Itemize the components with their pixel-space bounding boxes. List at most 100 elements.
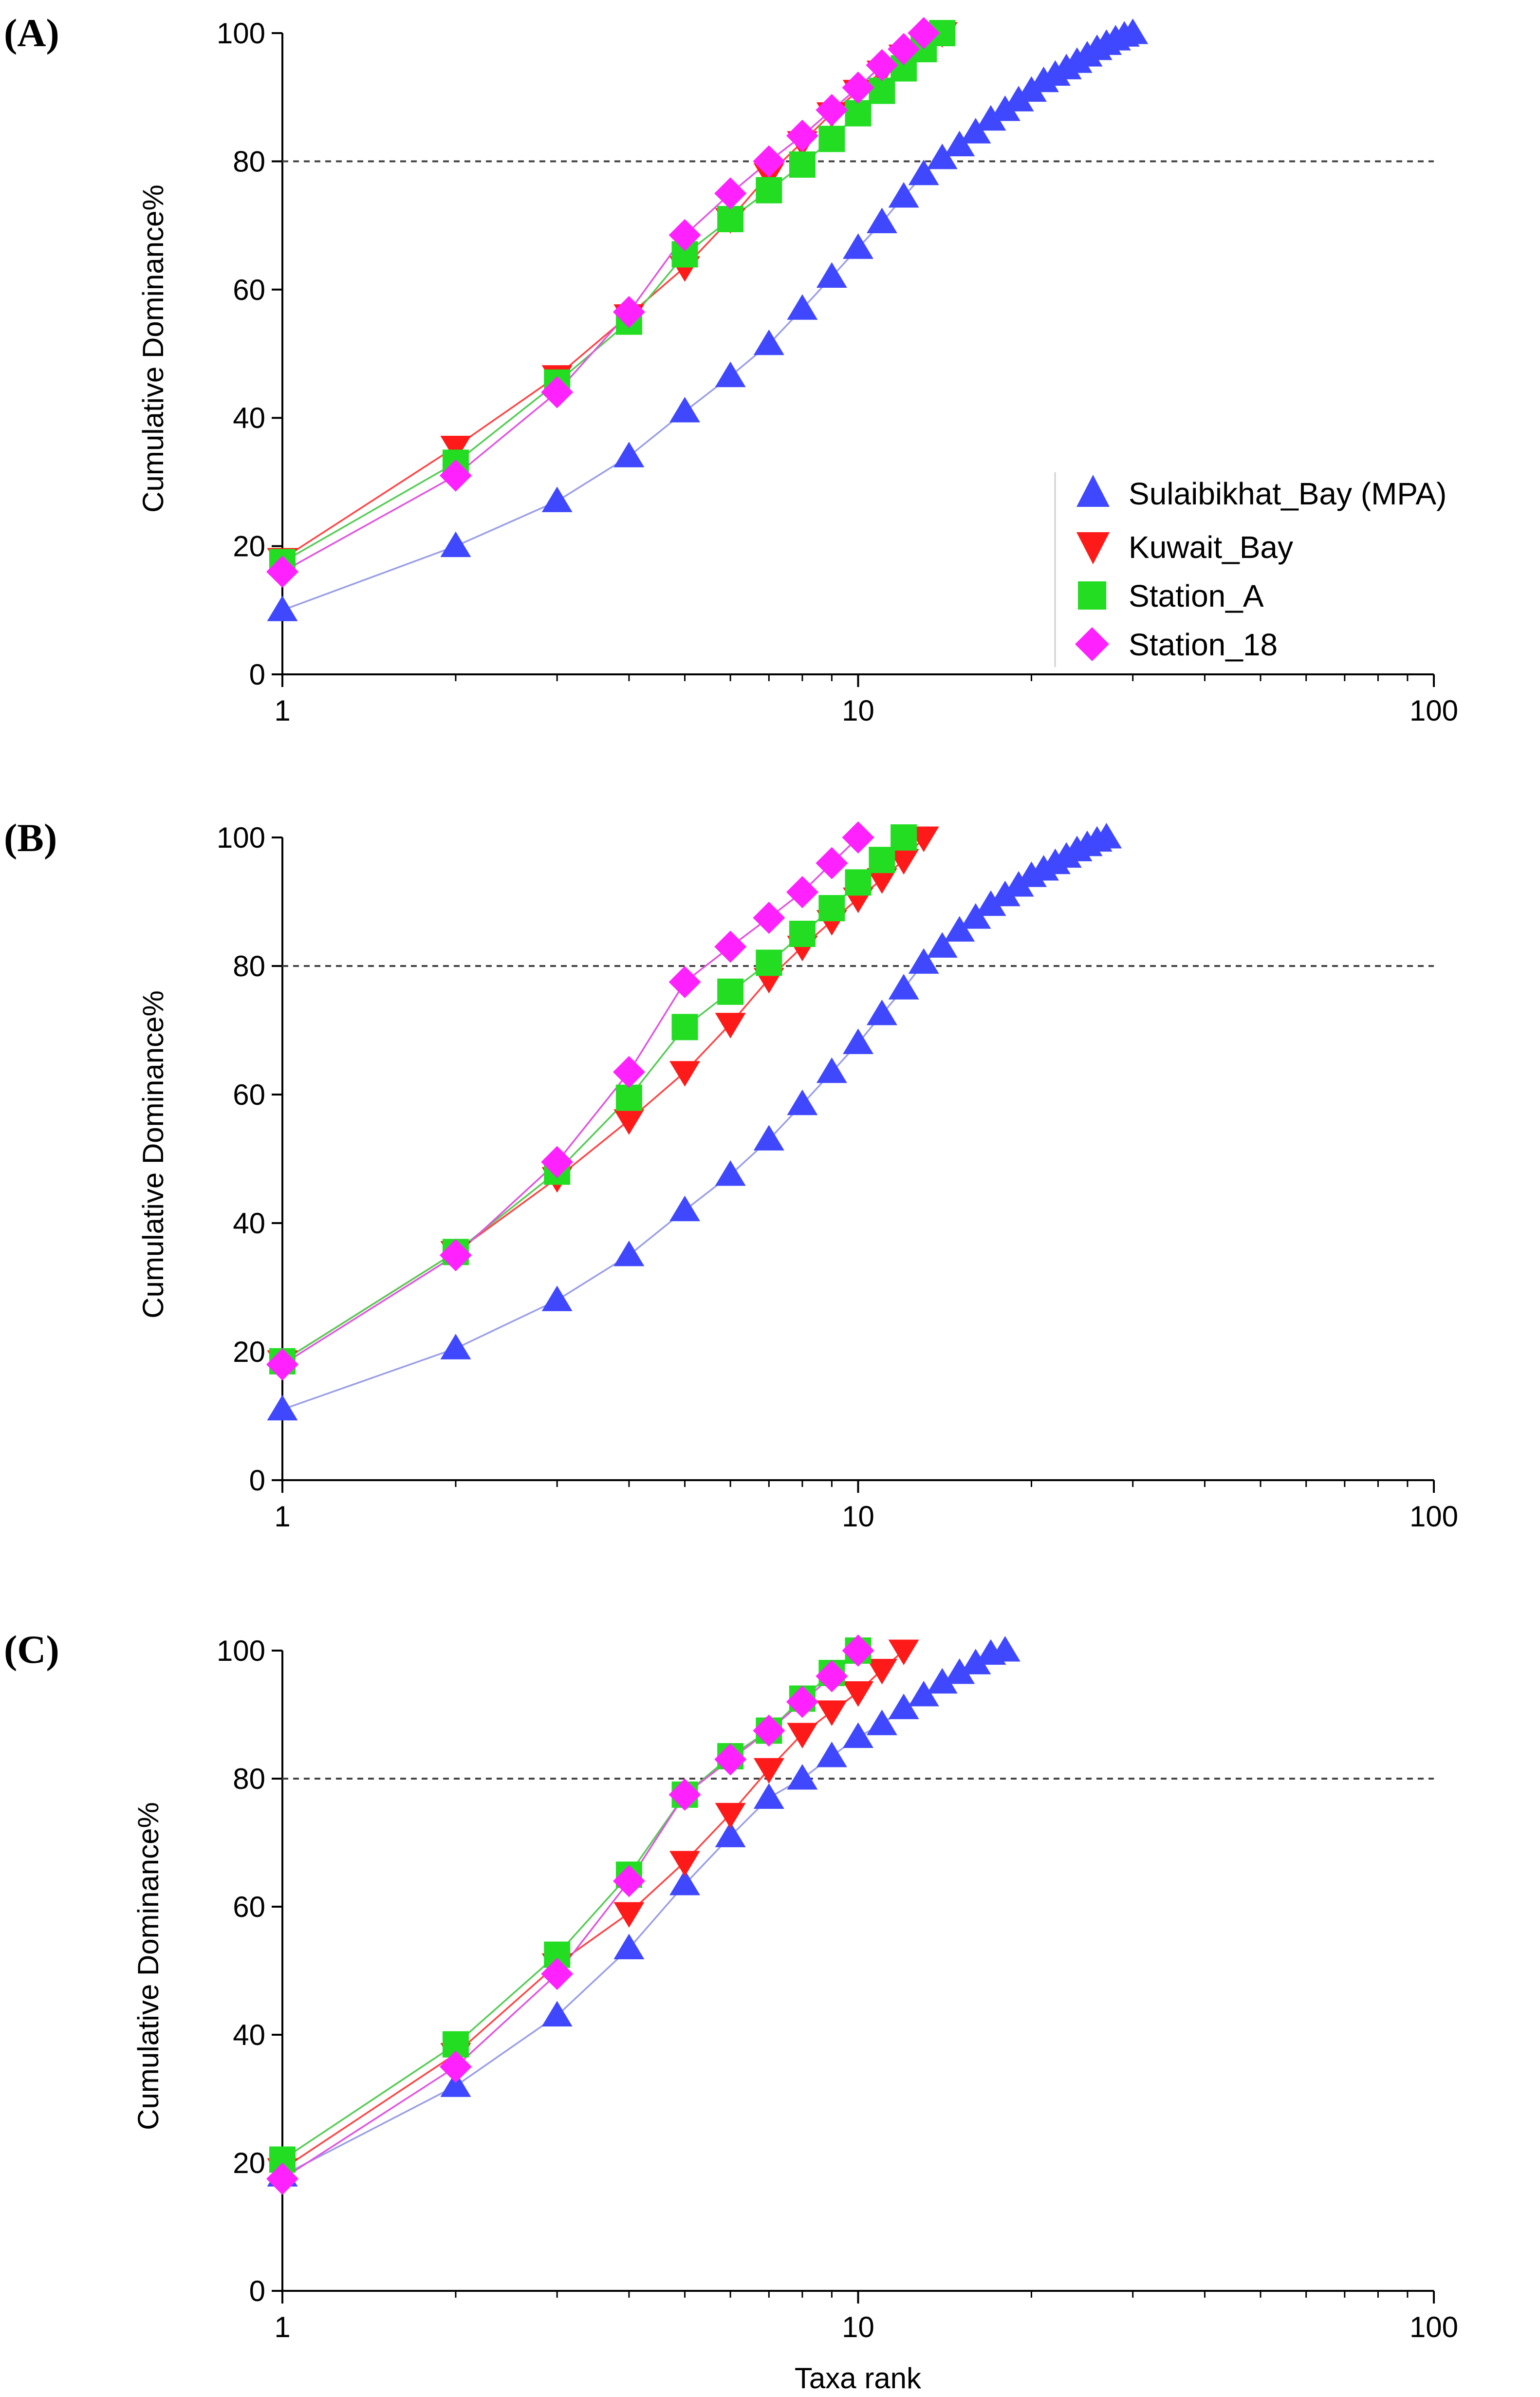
panel-label: (B) — [4, 816, 57, 860]
diamond-marker — [842, 821, 874, 854]
triangle-up-marker — [960, 1649, 991, 1674]
triangle-up-marker — [960, 118, 991, 144]
legend-entry-sulaibikhat: Sulaibikhat_Bay (MPA) — [1076, 475, 1447, 511]
triangle-up-marker — [715, 1821, 746, 1847]
y-tick-label: 100 — [217, 17, 265, 50]
panel-label: (A) — [4, 11, 59, 55]
y-tick-label: 80 — [233, 1763, 265, 1795]
square-marker — [845, 100, 872, 127]
series-markers — [266, 821, 1122, 1421]
diamond-marker — [439, 2050, 472, 2083]
x-tick-label: 1 — [274, 1500, 290, 1533]
diamond-marker — [753, 902, 785, 934]
triangle-up-marker — [787, 1764, 818, 1790]
y-tick-label: 60 — [233, 1891, 265, 1923]
triangle-up-marker — [816, 1741, 847, 1767]
square-marker — [845, 869, 872, 896]
diamond-marker — [842, 1635, 874, 1667]
diamond-marker — [888, 33, 920, 65]
y-tick-label: 40 — [233, 402, 265, 434]
diamond-marker — [541, 1146, 574, 1178]
axes: 0 20 40 60 80 100 1 10 100 — [217, 1635, 1458, 2343]
legend-triangle-up-icon — [1076, 475, 1110, 507]
triangle-up-marker — [944, 916, 975, 942]
x-tick-label: 100 — [1410, 694, 1458, 727]
series-markers — [266, 17, 1149, 621]
triangle-up-marker — [927, 932, 958, 958]
triangle-up-marker — [888, 974, 919, 1000]
diamond-marker — [753, 145, 785, 178]
y-tick-label: 20 — [233, 1336, 265, 1368]
panel-label: (C) — [4, 1627, 59, 1672]
square-marker — [671, 1014, 698, 1041]
diamond-marker — [668, 966, 701, 998]
y-tick-label: 20 — [233, 530, 265, 563]
triangle-down-marker — [613, 1902, 645, 1928]
triangle-up-marker — [669, 397, 701, 423]
triangle-up-marker — [787, 1089, 818, 1115]
diamond-marker — [266, 1348, 298, 1381]
triangle-down-marker — [866, 1658, 897, 1685]
legend-entry-station-a: Station_A — [1078, 578, 1264, 613]
diamond-marker — [842, 71, 874, 104]
x-tick-label: 1 — [274, 694, 290, 727]
triangle-up-marker — [989, 1636, 1020, 1662]
triangle-up-marker — [613, 442, 645, 467]
triangle-up-marker — [267, 1394, 298, 1421]
triangle-up-marker — [989, 95, 1020, 121]
triangle-down-marker — [753, 1758, 784, 1784]
triangle-down-marker — [816, 1700, 847, 1726]
legend-entry-kuwait-bay: Kuwait_Bay — [1076, 530, 1293, 565]
diamond-marker — [714, 177, 747, 210]
legend-label: Station_18 — [1129, 627, 1278, 662]
triangle-up-marker — [787, 294, 818, 320]
y-tick-label: 60 — [233, 1078, 265, 1111]
diamond-marker — [612, 1056, 645, 1088]
x-tick-label: 100 — [1410, 1500, 1458, 1533]
triangle-down-marker — [613, 1109, 645, 1135]
diamond-marker — [908, 17, 940, 49]
triangle-up-marker — [1028, 855, 1059, 881]
triangle-down-marker — [715, 1013, 746, 1039]
triangle-up-marker — [866, 207, 897, 234]
triangle-up-marker — [541, 2001, 573, 2027]
y-axis-title: Cumulative Dominance% — [132, 1802, 165, 2130]
panel-b: (B) Cumulative Dominance% 0 20 40 60 80 100 1 1… — [4, 816, 1458, 1533]
triangle-up-marker — [267, 595, 298, 621]
square-marker — [789, 151, 816, 178]
series-line — [282, 1650, 859, 2180]
panel-c: (C) Cumulative Dominance% 0 20 40 60 80 100 1 1… — [4, 1627, 1458, 2395]
triangle-up-marker — [989, 880, 1020, 907]
triangle-up-marker — [669, 1195, 701, 1222]
legend-entry-station-18: Station_18 — [1075, 627, 1278, 662]
y-tick-label: 0 — [249, 658, 265, 691]
triangle-up-marker — [613, 1933, 645, 1959]
y-tick-label: 100 — [217, 1635, 265, 1667]
diamond-marker — [266, 556, 298, 588]
square-marker — [869, 847, 895, 873]
series-line — [282, 1650, 859, 2160]
diamond-marker — [541, 1958, 574, 1990]
x-tick-label: 100 — [1410, 2311, 1458, 2343]
y-tick-label: 0 — [249, 2275, 265, 2307]
triangle-down-marker — [669, 1851, 701, 1877]
triangle-up-marker — [927, 143, 958, 169]
square-marker — [818, 126, 845, 152]
triangle-down-marker — [669, 1061, 701, 1087]
triangle-up-marker — [1016, 861, 1047, 887]
y-tick-label: 40 — [233, 2019, 265, 2051]
triangle-up-marker — [753, 1125, 784, 1151]
series-lines — [282, 1650, 1005, 2180]
square-marker — [717, 205, 744, 232]
triangle-up-marker — [541, 486, 573, 512]
diamond-marker — [266, 2162, 298, 2195]
triangle-down-marker — [715, 1802, 746, 1829]
triangle-up-marker — [613, 1241, 645, 1266]
triangle-up-marker — [753, 329, 784, 355]
triangle-down-marker — [843, 1681, 873, 1707]
triangle-down-marker — [888, 849, 919, 875]
diamond-marker — [816, 847, 848, 879]
y-tick-label: 60 — [233, 274, 265, 306]
diamond-marker — [668, 1778, 701, 1811]
